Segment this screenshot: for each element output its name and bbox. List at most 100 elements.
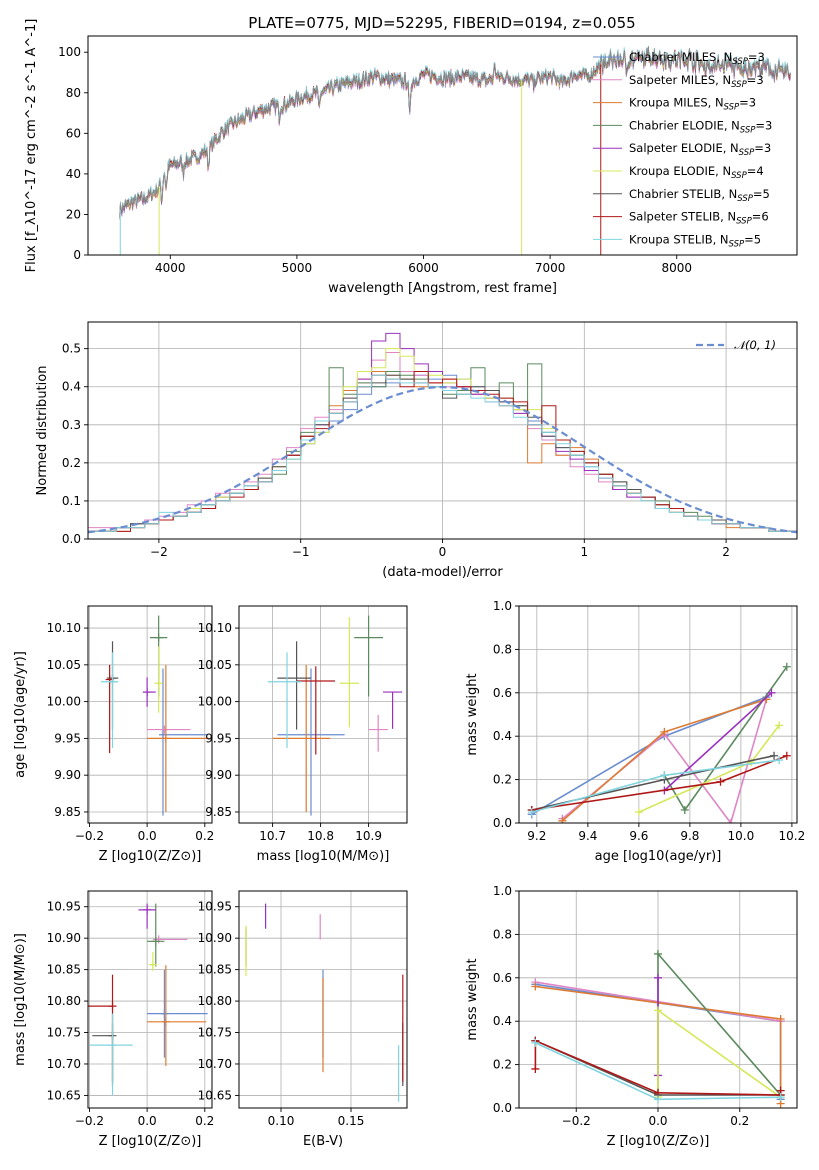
x-tick-label: 9.4: [578, 829, 597, 843]
point-salpeter-stelib: [108, 1002, 117, 1011]
y-tick-label: 10.85: [198, 963, 232, 977]
x-tick-label: −0.2: [562, 1114, 591, 1128]
legend-label-kroupa-miles: Kroupa MILES, NSSP=3: [629, 96, 756, 113]
x-tick-label: 8000: [661, 261, 692, 275]
x-tick-label: 0.2: [195, 1114, 214, 1128]
legend-label-chabrier-elodie: Chabrier ELODIE, NSSP=3: [629, 118, 772, 135]
point-salpeter-elodie: [143, 905, 152, 914]
y-axis-label: mass weight: [465, 958, 480, 1040]
legend-label-chabrier-stelib: Chabrier STELIB, NSSP=5: [629, 187, 770, 204]
x-axis-label: (data-model)/error: [382, 565, 503, 580]
x-tick-label: 6000: [408, 261, 439, 275]
y-tick-label: 10.00: [198, 695, 232, 709]
y-tick-label: 9.95: [205, 731, 232, 745]
y-tick-label: 10.80: [198, 994, 232, 1008]
point-kroupa-miles: [161, 1017, 170, 1026]
x-tick-label: 9.8: [680, 829, 699, 843]
age-vs-z-panel: −0.2 0.0 0.2 9.85 9.90 9.95 10.00 10.05 10.10 Z […: [13, 605, 214, 864]
y-tick-label: 1.0: [493, 599, 512, 613]
axes-frame: [238, 605, 408, 824]
weight-marker-salpeter-stelib: [716, 777, 725, 786]
point-salpeter-elodie: [143, 688, 152, 697]
x-tick-label: −2: [150, 545, 168, 559]
weight-marker-salpeter-elodie: [654, 973, 662, 982]
x-axis-label: E(B-V): [303, 1134, 343, 1149]
y-tick-label: 9.95: [54, 731, 81, 745]
weight-line-salpeter-miles: [561, 699, 768, 823]
weight-marker-kroupa-stelib: [531, 1038, 540, 1047]
y-tick-label: 0.8: [493, 927, 512, 941]
plot-area: [531, 949, 785, 1108]
y-tick-label: 0.6: [493, 686, 512, 700]
y-tick-label: 0.4: [493, 729, 512, 743]
y-tick-label: 0.0: [62, 532, 81, 546]
axes-frame: [87, 35, 798, 256]
y-tick-label: 10.10: [198, 621, 232, 635]
age-vs-mass-panel: 10.7 10.8 10.9 9.85 9.90 9.95 10.00 10.05 10.10 m…: [198, 605, 408, 864]
legend-label-salpeter-elodie: Salpeter ELODIE, NSSP=3: [629, 141, 771, 158]
mass-vs-ebv-panel: 0.10 0.15 10.65 10.70 10.75 10.80 10.85 10.90 10…: [198, 890, 408, 1149]
point-kroupa-stelib: [108, 677, 117, 686]
y-tick-label: 10.65: [198, 1088, 232, 1102]
y-axis-label: Flux [f_λ10^-17 erg cm^-2 s^-1 A^-1]: [24, 19, 39, 273]
spectrum-panel: 4000 5000 6000 7000 8000 0 20 40 60 80 100 waveleng…: [24, 19, 798, 296]
point-chabrier-elodie: [151, 937, 160, 946]
y-tick-label: 0.8: [493, 642, 512, 656]
x-axis-label: age [log10(age/yr)]: [595, 849, 722, 864]
x-tick-label: 10.2: [779, 829, 806, 843]
y-axis-label: mass [log10(M/M⊙)]: [13, 933, 28, 1066]
point-kroupa-stelib: [108, 1041, 117, 1050]
y-tick-label: 10.10: [47, 621, 81, 635]
weight-line-chabrier-miles: [531, 696, 767, 815]
weight-marker-salpeter-elodie: [767, 688, 776, 697]
y-tick-label: 60: [66, 126, 81, 140]
weight-marker-chabrier-elodie: [782, 662, 791, 671]
weight-marker-kroupa-miles: [660, 727, 669, 736]
y-tick-label: 9.85: [54, 805, 81, 819]
legend-label-kroupa-elodie: Kroupa ELODIE, NSSP=4: [629, 164, 764, 181]
weight-marker-kroupa-elodie: [747, 758, 756, 767]
weight-marker-kroupa-elodie: [775, 721, 784, 730]
weight-line-chabrier-elodie: [657, 951, 782, 1096]
y-axis-label: Normed distribution: [35, 366, 50, 496]
axes-frame: [238, 890, 408, 1109]
point-kroupa-elodie: [148, 960, 157, 969]
x-axis-label: Z [log10(Z/Z⊙)]: [99, 849, 202, 864]
y-tick-label: 0.0: [493, 1101, 512, 1115]
point-salpeter-miles: [160, 725, 169, 734]
x-tick-label: 10.7: [259, 829, 286, 843]
x-tick-label: 4000: [155, 261, 186, 275]
y-tick-label: 10.05: [198, 658, 232, 672]
axes-frame: [87, 890, 213, 1109]
y-tick-label: 0.5: [62, 342, 81, 356]
y-tick-label: 9.85: [205, 805, 232, 819]
x-tick-label: 0: [439, 545, 447, 559]
mass-vs-z-panel: −0.2 0.0 0.2 10.65 10.70 10.75 10.80 10.85 10.90…: [13, 890, 214, 1149]
weight-marker-kroupa-stelib: [775, 756, 784, 765]
legend-label-salpeter-stelib: Salpeter STELIB, NSSP=6: [629, 210, 769, 227]
y-tick-label: 10.70: [198, 1057, 232, 1071]
y-tick-label: 10.05: [47, 658, 81, 672]
point-kroupa-miles: [161, 734, 170, 743]
x-tick-label: 7000: [535, 261, 566, 275]
y-tick-label: 100: [58, 45, 81, 59]
x-tick-label: 9.6: [629, 829, 648, 843]
weight-marker-salpeter-stelib: [782, 751, 791, 760]
figure-title: PLATE=0775, MJD=52295, FIBERID=0194, z=0…: [248, 14, 635, 32]
weight-line-salpeter-elodie: [663, 692, 773, 792]
y-axis-label: age [log10(age/yr)]: [13, 651, 28, 778]
y-tick-label: 10.95: [47, 900, 81, 914]
y-tick-label: 0: [73, 248, 81, 262]
legend-label-salpeter-miles: Salpeter MILES, NSSP=3: [629, 73, 764, 90]
y-tick-label: 40: [66, 167, 81, 181]
x-tick-label: 10.9: [355, 829, 382, 843]
y-tick-label: 10.65: [47, 1088, 81, 1102]
weight-marker-kroupa-elodie: [634, 808, 643, 817]
weight-vs-age-panel: 9.2 9.4 9.6 9.8 10.0 10.2 0.0 0.2 0.4 0.6 0.8 1.0 ag…: [465, 599, 805, 864]
x-tick-label: 5000: [282, 261, 313, 275]
plot-area: [527, 662, 791, 823]
x-tick-label: 10.8: [307, 829, 334, 843]
weight-marker-chabrier-stelib: [770, 751, 779, 760]
legend-label-chabrier-miles: Chabrier MILES, NSSP=3: [629, 50, 765, 67]
